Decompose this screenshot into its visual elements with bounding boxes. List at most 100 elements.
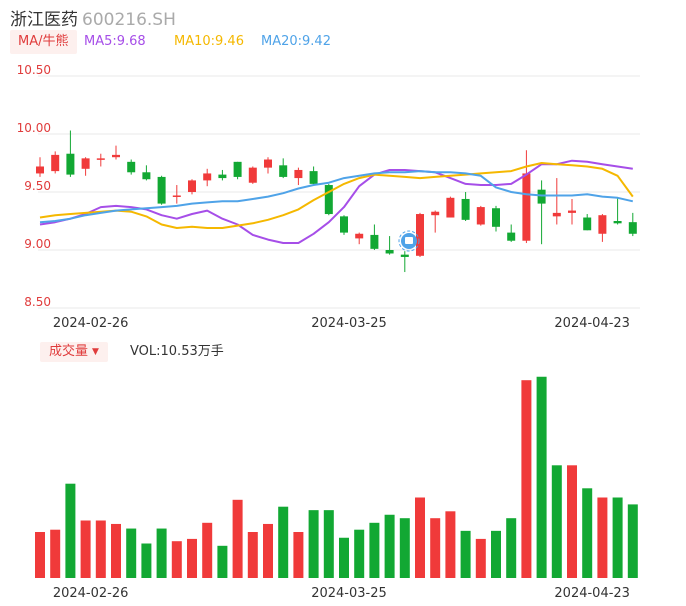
y-tick-label: 10.50 — [17, 63, 51, 77]
volume-bar — [263, 523, 273, 578]
candle-body — [157, 176, 166, 204]
volume-bar — [399, 518, 410, 578]
volume-bar — [612, 497, 623, 578]
volume-date-axis: 2024-02-26 2024-03-25 2024-04-23 — [53, 586, 630, 601]
candle — [309, 166, 318, 186]
candle — [476, 205, 485, 226]
candle — [370, 224, 379, 250]
candle — [127, 159, 136, 175]
candle — [522, 150, 531, 244]
volume-bar — [187, 538, 197, 578]
candle-body — [81, 158, 90, 169]
y-tick-label: 9.00 — [24, 237, 51, 251]
volume-bar — [430, 518, 441, 578]
candle — [294, 167, 303, 186]
volume-bar — [551, 465, 562, 578]
candle-body — [385, 250, 394, 254]
candle — [324, 183, 333, 216]
ma-lines — [39, 159, 634, 244]
candle — [157, 175, 166, 205]
candle — [248, 166, 257, 184]
candle-body — [340, 216, 348, 233]
volume-bar — [369, 522, 380, 578]
volume-bar — [339, 537, 349, 578]
volume-bar — [202, 522, 213, 578]
volume-bar — [65, 483, 76, 578]
ma5-legend: MA5:9.68 — [84, 34, 146, 49]
volume-indicator-tab[interactable]: 成交量 ▼ — [40, 342, 108, 362]
candle-body — [416, 214, 424, 256]
price-axis: 10.50 10.00 9.50 9.00 8.50 — [17, 63, 51, 309]
candle-body — [507, 232, 516, 241]
candle — [51, 151, 60, 174]
x-tick-label: 2024-03-25 — [311, 316, 387, 331]
volume-bar — [217, 545, 228, 578]
volume-bar — [247, 532, 258, 578]
x-tick-label: 2024-03-25 — [311, 586, 387, 601]
volume-bar — [597, 497, 608, 578]
candle — [552, 178, 561, 225]
candle-body — [598, 215, 607, 234]
candle — [537, 180, 546, 245]
price-grid — [38, 75, 640, 309]
candle — [188, 179, 196, 195]
candle-body — [446, 197, 455, 218]
ma-indicator-tab[interactable]: MA/牛熊 — [10, 30, 77, 54]
y-tick-label: 9.50 — [24, 179, 51, 193]
candle — [431, 210, 440, 233]
candle-body — [142, 172, 151, 180]
volume-bar — [491, 530, 501, 578]
candle — [400, 251, 409, 273]
volume-bar — [126, 528, 137, 578]
stock-title: 浙江医药 600216.SH — [10, 5, 176, 30]
candle-body — [279, 165, 288, 177]
candle — [461, 192, 470, 221]
volume-bar — [475, 538, 486, 578]
x-tick-label: 2024-02-26 — [53, 316, 129, 331]
volume-bar — [521, 380, 532, 578]
volume-bar — [156, 528, 167, 578]
event-marker-icon[interactable] — [398, 230, 420, 252]
candle — [112, 145, 120, 160]
candle-body — [552, 212, 561, 217]
candle — [583, 214, 592, 231]
candle-body — [583, 217, 592, 231]
volume-bar — [35, 532, 45, 578]
candle-body — [248, 167, 257, 183]
candle — [203, 168, 212, 187]
volume-bar — [95, 520, 106, 578]
candle-body — [613, 221, 622, 224]
date-axis: 2024-02-26 2024-03-25 2024-04-23 — [53, 316, 630, 331]
volume-bar — [278, 506, 289, 578]
volume-bar — [50, 529, 61, 578]
candle-body — [537, 189, 546, 204]
volume-bar — [582, 488, 593, 578]
candle-body — [66, 153, 75, 175]
candle-body — [309, 171, 318, 184]
candle — [492, 205, 500, 232]
candle-body — [492, 208, 500, 227]
candle — [233, 161, 242, 180]
volume-bar — [323, 510, 334, 578]
ma20-legend: MA20:9.42 — [261, 34, 331, 49]
candle-body — [461, 198, 470, 220]
volume-bars — [35, 376, 638, 578]
candlesticks — [36, 130, 637, 273]
volume-bar — [567, 465, 577, 578]
volume-bar — [536, 376, 547, 578]
candle — [355, 232, 364, 245]
ma20-line — [39, 170, 634, 224]
candle-body — [324, 185, 333, 215]
candle-body — [112, 154, 120, 158]
candle-body — [218, 174, 227, 179]
volume-bar — [293, 532, 304, 578]
ma10-legend: MA10:9.46 — [174, 34, 244, 49]
volume-bar — [460, 530, 471, 578]
candle-body — [51, 154, 60, 172]
candle-body — [522, 173, 531, 241]
volume-bar — [384, 514, 395, 578]
candle-body — [233, 161, 242, 177]
candle — [36, 157, 44, 177]
volume-bar — [308, 510, 319, 578]
